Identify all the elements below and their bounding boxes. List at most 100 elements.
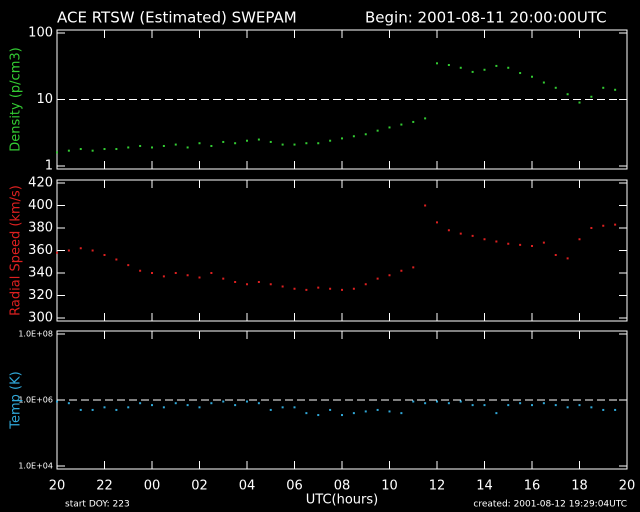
created-time: created: 2001-08-12 19:29:04UTC (473, 500, 627, 510)
data-point (246, 400, 248, 403)
data-point (459, 400, 462, 403)
data-point (329, 287, 332, 290)
data-point (495, 240, 498, 243)
data-point (483, 68, 486, 71)
data-point (305, 288, 308, 291)
data-point (459, 66, 462, 69)
data-point (352, 287, 355, 290)
data-point (483, 404, 486, 407)
title: ACE RTSW (Estimated) SWEPAM (57, 9, 297, 27)
data-point (79, 247, 82, 250)
data-point (341, 137, 343, 140)
data-point (602, 86, 605, 89)
data-point (519, 402, 522, 405)
y-tick-label: 380 (28, 221, 53, 236)
data-point (67, 402, 70, 405)
data-point (186, 146, 189, 149)
data-point (127, 406, 130, 409)
data-point (578, 101, 581, 104)
data-point (376, 277, 379, 280)
data-point (56, 251, 58, 254)
data-point (151, 404, 153, 407)
data-point (210, 402, 213, 405)
data-point (554, 254, 557, 256)
y-tick-label: 1 (45, 159, 53, 174)
data-point (317, 286, 320, 289)
data-point (56, 151, 58, 154)
data-point (447, 229, 450, 232)
data-point (305, 142, 308, 145)
panel-frame (56, 179, 628, 322)
data-point (578, 238, 581, 241)
data-point (162, 144, 165, 147)
y-tick-label: 400 (28, 198, 53, 213)
data-point (257, 402, 260, 405)
data-point (329, 139, 332, 142)
data-point (531, 404, 533, 407)
data-point (424, 204, 427, 207)
y-tick-label: 1.0E+06 (18, 396, 53, 405)
data-point (257, 281, 260, 283)
x-tick-label: 10 (381, 479, 398, 494)
data-point (103, 406, 106, 409)
data-point (186, 274, 189, 277)
data-point (174, 402, 177, 405)
data-point (554, 404, 557, 407)
y-tick-label: 420 (28, 176, 53, 191)
data-point (198, 276, 201, 279)
y-tick-label: 1.0E+04 (18, 462, 53, 471)
data-point (471, 70, 474, 73)
data-point (412, 266, 415, 269)
y-tick-label: 10 (36, 92, 53, 107)
data-point (590, 406, 593, 409)
data-point (127, 146, 130, 149)
x-axis-label: UTC(hours) (306, 493, 378, 508)
x-tick-label: 20 (49, 479, 66, 494)
data-point (222, 277, 225, 280)
data-point (281, 285, 284, 288)
y-tick-label: 360 (28, 243, 53, 258)
x-tick-label: 02 (191, 479, 208, 494)
x-tick-label: 20 (619, 479, 636, 494)
data-point (246, 139, 248, 142)
y-tick-label: 300 (28, 311, 53, 326)
data-point (115, 148, 118, 151)
data-point (91, 408, 94, 411)
data-point (566, 257, 569, 260)
data-point (341, 414, 343, 417)
data-point (56, 400, 58, 403)
data-point (115, 258, 118, 261)
data-point (471, 234, 474, 237)
data-point (459, 232, 462, 235)
data-point (412, 120, 415, 123)
x-tick-label: 08 (334, 479, 351, 494)
x-tick-label: 06 (286, 479, 303, 494)
data-point (388, 126, 391, 129)
data-point (293, 287, 296, 290)
data-point (246, 283, 248, 286)
data-point (317, 414, 320, 417)
data-point (436, 400, 438, 403)
start-doy: start DOY: 223 (65, 500, 130, 510)
data-point (222, 140, 225, 143)
data-point (103, 254, 106, 256)
begin-time: Begin: 2001-08-11 20:00:00UTC (365, 9, 607, 27)
data-point (388, 274, 391, 277)
data-point (234, 142, 237, 145)
data-point (566, 93, 569, 96)
x-tick-label: 04 (239, 479, 256, 494)
data-point (519, 72, 522, 75)
data-point (293, 406, 296, 409)
data-point (269, 140, 272, 143)
data-point (400, 269, 403, 272)
y-axis-label: Density (p/cm3) (9, 47, 24, 151)
data-point (67, 149, 70, 152)
data-point (424, 402, 427, 405)
data-point (234, 404, 237, 407)
data-point (614, 223, 617, 226)
x-tick-label: 16 (524, 479, 541, 494)
data-point (531, 245, 533, 247)
data-point (614, 408, 617, 411)
data-point (269, 283, 272, 286)
